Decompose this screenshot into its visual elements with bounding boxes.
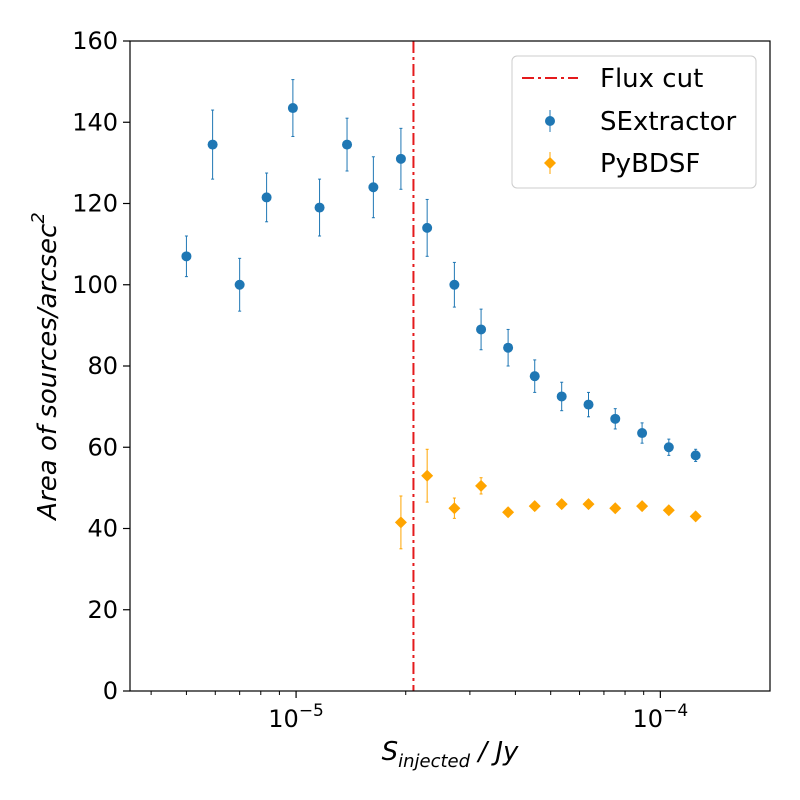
y-tick-label-2: 40 xyxy=(87,515,118,543)
pybdsf-point-11 xyxy=(689,510,702,523)
sextractor-point-17 xyxy=(637,428,648,439)
legend-pybdsf-marker xyxy=(544,157,556,169)
y-tick-label-4: 80 xyxy=(87,352,118,380)
sextractor-point-0 xyxy=(181,251,192,262)
pybdsf-point-0 xyxy=(394,516,407,529)
plot-layer xyxy=(181,41,702,691)
pybdsf-point-6 xyxy=(555,498,568,511)
pybdsf-point-7 xyxy=(582,498,595,511)
y-axis-label: Area of sources/arcsec2 xyxy=(28,212,63,521)
y-tick-label-8: 160 xyxy=(72,27,118,55)
legend-pybdsf-label: PyBDSF xyxy=(600,149,700,179)
y-tick-label-1: 20 xyxy=(87,596,118,624)
sextractor-point-1 xyxy=(207,139,218,150)
pybdsf-point-5 xyxy=(528,500,541,513)
x-axis: 10−5 10−4 xyxy=(150,691,689,733)
sextractor-point-15 xyxy=(583,399,594,410)
pybdsf-point-3 xyxy=(475,479,488,492)
x-tick-label-1: 10−4 xyxy=(633,701,689,733)
sextractor-point-11 xyxy=(476,324,487,335)
sextractor-point-13 xyxy=(529,371,540,382)
pybdsf-point-10 xyxy=(662,504,675,517)
sextractor-point-12 xyxy=(503,342,514,353)
sextractor-point-19 xyxy=(690,450,701,461)
sextractor-point-8 xyxy=(395,153,406,164)
x-axis-label: Sinjected / Jy xyxy=(382,737,519,772)
sextractor-point-18 xyxy=(663,442,674,453)
y-tick-label-6: 120 xyxy=(72,190,118,218)
sextractor-point-16 xyxy=(610,413,621,424)
sextractor-point-9 xyxy=(422,222,433,233)
y-tick-label-7: 140 xyxy=(72,108,118,136)
x-tick-label-0: 10−5 xyxy=(268,701,324,733)
plot-frame xyxy=(129,40,771,692)
pybdsf-point-1 xyxy=(421,469,434,482)
sextractor-point-4 xyxy=(287,103,298,114)
pybdsf-point-2 xyxy=(448,502,461,515)
pybdsf-point-9 xyxy=(636,500,649,513)
sextractor-point-5 xyxy=(314,202,325,213)
sextractor-point-6 xyxy=(342,139,353,150)
legend-sextractor-label: SExtractor xyxy=(600,107,737,137)
sextractor-point-14 xyxy=(556,391,567,402)
y-tick-label-5: 100 xyxy=(72,271,118,299)
sextractor-point-7 xyxy=(368,182,379,193)
legend-box xyxy=(511,55,757,189)
legend-sextractor-marker xyxy=(545,116,555,126)
sextractor-point-10 xyxy=(449,279,460,290)
y-tick-label-3: 60 xyxy=(87,433,118,461)
y-tick-label-0: 0 xyxy=(103,677,118,705)
legend: Flux cut SExtractor PyBDSF xyxy=(511,55,757,189)
sextractor-point-2 xyxy=(234,279,245,290)
sextractor-point-3 xyxy=(261,192,272,203)
pybdsf-point-8 xyxy=(609,502,622,515)
y-axis: 0 20 40 60 80 100 120 140 160 xyxy=(72,27,130,705)
legend-flux-cut-label: Flux cut xyxy=(600,64,703,94)
pybdsf-point-4 xyxy=(502,506,515,519)
